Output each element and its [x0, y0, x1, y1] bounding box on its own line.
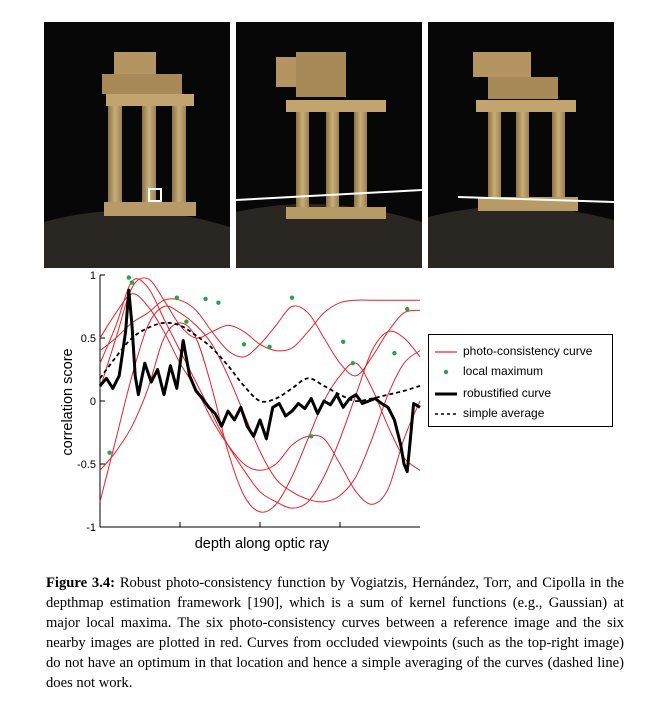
photo-consistency-curve-1: [99, 305, 421, 503]
temple-model-reference: [44, 52, 230, 268]
local-maximum-point: [216, 300, 221, 305]
x-axis-label: depth along optic ray: [195, 536, 330, 552]
y-tick-label: 1: [90, 270, 96, 282]
legend-item-maximum: local maximum: [429, 363, 612, 381]
photo-consistency-curve-4: [99, 322, 421, 513]
temple-model-nearby-2: [428, 52, 614, 268]
local-maximum-point: [350, 361, 355, 366]
local-maximum-point: [392, 350, 397, 356]
legend-item-robust: robustified curve: [429, 385, 612, 403]
legend: photo-consistency curve local maximum ro…: [428, 334, 613, 427]
local-maximum-point: [289, 295, 295, 300]
local-maximum-point: [203, 296, 208, 302]
caption-text: Robust photo-consistency function by Vog…: [46, 575, 624, 691]
photo-consistency-curve-5: [99, 298, 421, 377]
simple-average-curve: [99, 321, 421, 403]
y-tick-label: 0: [90, 396, 96, 408]
figure-caption: Figure 3.4: Robust photo-consistency fun…: [46, 573, 624, 693]
photo-reference: [44, 22, 230, 268]
y-axis-label: correlation score: [60, 348, 76, 455]
legend-label-maximum: local maximum: [463, 364, 544, 378]
local-maximum-point: [405, 306, 410, 312]
legend-item-average: simple average: [429, 405, 612, 423]
photo-nearby-2: [428, 22, 614, 268]
y-tick-label: -0.5: [77, 459, 96, 471]
robustified-curve: [98, 288, 421, 474]
y-tick-label: 0.5: [81, 333, 96, 345]
correlation-chart: 1 0.5 0 -0.5 -1 correlation score depth alon…: [60, 270, 421, 552]
photo-consistency-curve-6: [99, 293, 421, 505]
y-tick-label: -1: [86, 522, 96, 534]
local-maximum-point: [341, 339, 346, 344]
legend-label-average: simple average: [463, 406, 545, 420]
local-maximum-point: [184, 319, 189, 324]
local-maximum-point: [267, 344, 272, 350]
legend-item-photo: photo-consistency curve: [429, 343, 612, 361]
local-maximum-point: [129, 280, 135, 285]
photo-consistency-curve-3: [99, 278, 421, 509]
temple-model-nearby-1: [236, 52, 422, 268]
local-maximum-point: [241, 342, 247, 347]
photo-nearby-1: [236, 22, 422, 268]
legend-label-robust: robustified curve: [463, 386, 552, 400]
local-maximum-point: [126, 275, 131, 280]
caption-label: Figure 3.4:: [46, 575, 115, 591]
plot-area: 1 0.5 0 -0.5 -1: [77, 270, 421, 534]
local-maximum-point: [309, 434, 314, 439]
local-maximum-point: [107, 450, 112, 455]
legend-label-photo: photo-consistency curve: [463, 344, 593, 358]
local-maximum-point: [174, 295, 179, 300]
